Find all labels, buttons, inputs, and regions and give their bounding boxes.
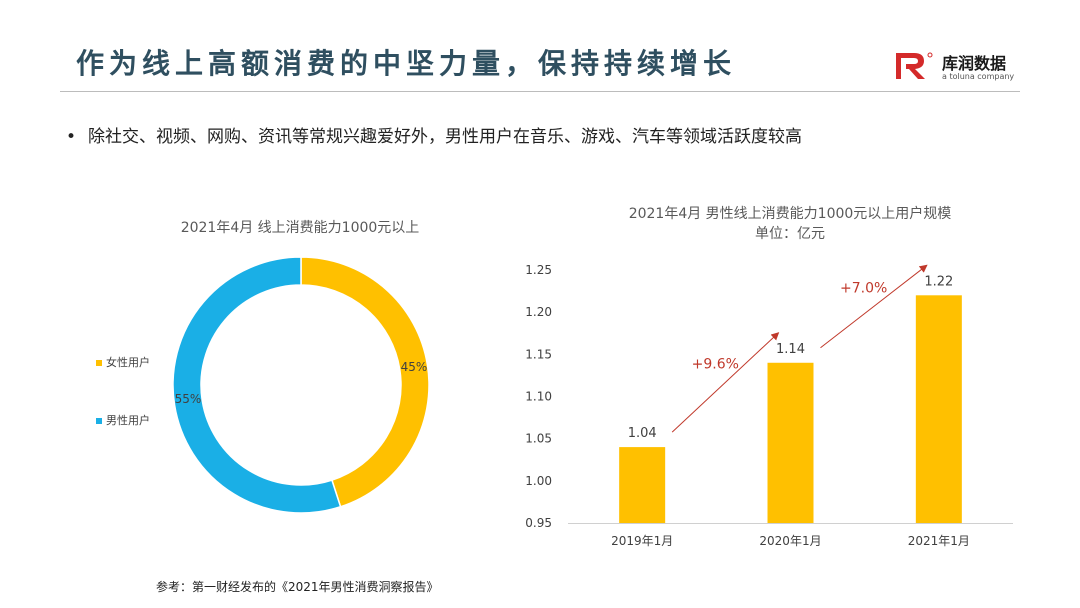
y-tick-label-6: 1.20 — [525, 305, 552, 319]
legend-swatch-2 — [96, 418, 102, 424]
logo-r-icon — [896, 52, 933, 79]
y-tick-label-1: 0.95 — [525, 516, 552, 530]
x-tick-label-2: 2020年1月 — [759, 534, 821, 548]
growth-label-2: +7.0% — [840, 281, 887, 297]
bar-chart-subtitle: 单位：亿元 — [755, 226, 825, 242]
donut-title: 2021年4月 线上消费能力1000元以上 — [181, 220, 420, 236]
donut-slice-2 — [172, 256, 342, 514]
growth-arrow-2 — [820, 264, 928, 349]
y-tick-label-7: 1.25 — [525, 263, 552, 277]
bar-2 — [767, 362, 814, 523]
bar-value-label-2: 1.14 — [776, 342, 805, 357]
y-tick-label-2: 1.00 — [525, 474, 552, 488]
x-tick-label-1: 2019年1月 — [611, 534, 673, 548]
bullet-text: 除社交、视频、网购、资讯等常规兴趣爱好外，男性用户在音乐、游戏、汽车等领域活跃度… — [88, 127, 802, 147]
bar-3 — [915, 295, 962, 523]
bullet-dot-icon: • — [66, 127, 77, 147]
bar-chart-title: 2021年4月 男性线上消费能力1000元以上用户规模 — [629, 205, 952, 222]
legend-label-1: 女性用户 — [106, 355, 150, 369]
company-logo: 库润数据 a toluna company — [894, 50, 1024, 86]
legend-swatch-1 — [96, 360, 102, 366]
bar-1 — [619, 447, 666, 523]
footer-note: 参考：第一财经发布的《2021年男性消费洞察报告》 — [156, 580, 439, 594]
bullet-point: • 除社交、视频、网购、资讯等常规兴趣爱好外，男性用户在音乐、游戏、汽车等领域活跃… — [66, 122, 802, 147]
growth-arrow-1 — [671, 332, 780, 433]
bar-value-label-3: 1.22 — [924, 274, 953, 289]
y-tick-label-4: 1.10 — [525, 390, 552, 404]
logo-name: 库润数据 — [942, 54, 1007, 73]
donut-value-label-1: 45% — [401, 360, 428, 374]
logo-tagline: a toluna company — [942, 72, 1015, 81]
y-tick-label-5: 1.15 — [525, 347, 552, 361]
page-title: 作为线上高额消费的中坚力量，保持持续增长 — [76, 47, 737, 80]
bar-value-label-1: 1.04 — [628, 426, 657, 441]
legend-label-2: 男性用户 — [106, 413, 150, 427]
y-tick-label-3: 1.05 — [525, 432, 552, 446]
donut-value-label-2: 55% — [175, 392, 202, 406]
header-divider — [60, 91, 1020, 92]
growth-label-1: +9.6% — [692, 356, 739, 372]
donut-slice-1 — [300, 256, 430, 508]
x-tick-label-3: 2021年1月 — [908, 534, 970, 548]
